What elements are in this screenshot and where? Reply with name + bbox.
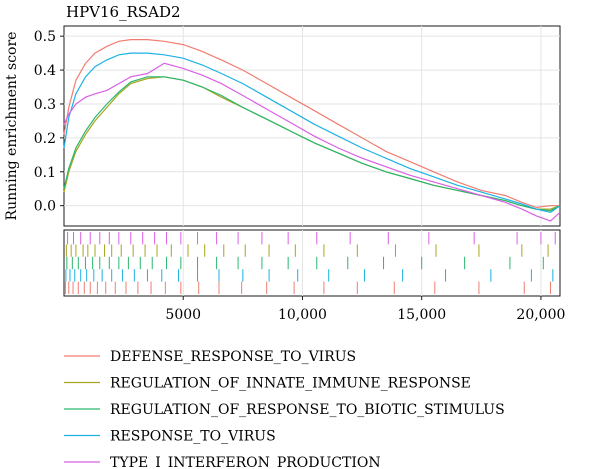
y-tick-label: 0.5: [34, 29, 56, 45]
legend: DEFENSE_RESPONSE_TO_VIRUS REGULATION_OF_I…: [64, 349, 505, 469]
series-line: [63, 52, 561, 214]
y-tick-label: 0.0: [34, 199, 56, 215]
y-tick-label: 0.3: [34, 97, 56, 113]
enrichment-lines: [63, 38, 561, 222]
y-tick-label: 0.4: [34, 63, 56, 79]
y-axis-ticks: 0.0 0.1 0.2 0.3 0.4 0.5: [34, 29, 64, 215]
legend-label: DEFENSE_RESPONSE_TO_VIRUS: [110, 349, 356, 365]
top-panel-frame: [63, 25, 561, 227]
x-axis-ticks: 5000 10,000 15,000 20,000: [165, 296, 565, 323]
legend-label: RESPONSE_TO_VIRUS: [110, 429, 276, 445]
chart-title: HPV16_RSAD2: [66, 3, 181, 21]
hit-panel-frame: [63, 229, 561, 297]
x-tick-label: 10,000: [278, 307, 327, 323]
hit-marks: [64, 232, 556, 294]
series-line: [63, 62, 561, 222]
top-panel-grid: [64, 26, 560, 226]
x-tick-label: 20,000: [516, 307, 565, 323]
legend-label: REGULATION_OF_INNATE_IMMUNE_RESPONSE: [110, 376, 471, 392]
legend-label: REGULATION_OF_RESPONSE_TO_BIOTIC_STIMULU…: [110, 402, 505, 418]
series-line: [63, 38, 560, 209]
x-tick-label: 5000: [165, 307, 201, 323]
legend-label: TYPE_I_INTERFERON_PRODUCTION: [110, 455, 381, 469]
y-tick-label: 0.1: [34, 165, 56, 181]
x-tick-label: 15,000: [397, 307, 446, 323]
y-tick-label: 0.2: [34, 131, 56, 147]
y-axis-label: Running enrichment score: [4, 32, 20, 221]
